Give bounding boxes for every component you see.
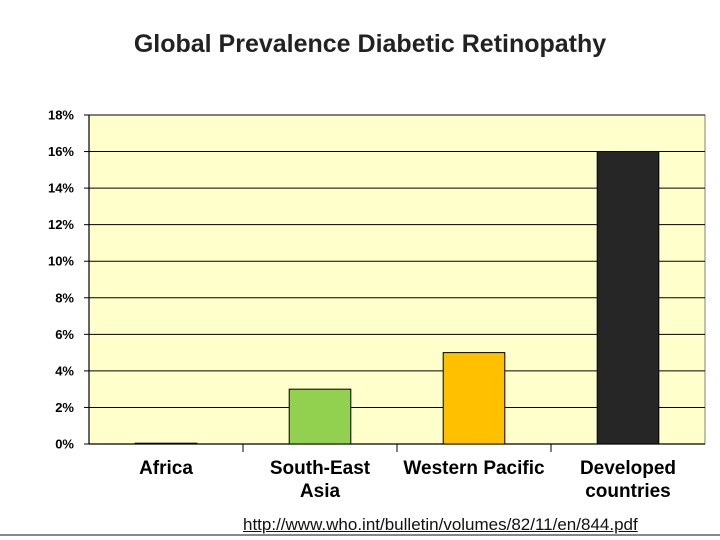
y-tick-label: 18% [48, 108, 74, 123]
x-tick-label: countries [585, 481, 671, 502]
y-tick-label: 12% [48, 217, 74, 232]
y-tick-label: 2% [55, 400, 74, 415]
x-tick-label: Africa [139, 458, 193, 479]
page-title: Global Prevalence Diabetic Retinopathy [133, 30, 607, 58]
y-tick-label: 16% [48, 144, 74, 159]
y-tick-label: 4% [55, 363, 74, 378]
bar [134, 442, 198, 445]
y-tick-label: 14% [48, 181, 74, 196]
x-tick-label: Western Pacific [403, 458, 545, 479]
x-tick-label: South-East [270, 458, 371, 479]
divider [0, 534, 720, 536]
bar [596, 151, 660, 445]
y-tick-label: 10% [48, 254, 74, 269]
y-tick-label: 8% [55, 290, 74, 305]
bar [442, 352, 506, 445]
x-tick-label: Asia [300, 481, 341, 502]
bar [288, 388, 352, 445]
source-link[interactable]: http://www.who.int/bulletin/volumes/82/1… [243, 515, 638, 534]
y-tick-label: 0% [55, 437, 74, 452]
x-tick-label: Developed [580, 458, 676, 479]
y-tick-label: 6% [55, 327, 74, 342]
